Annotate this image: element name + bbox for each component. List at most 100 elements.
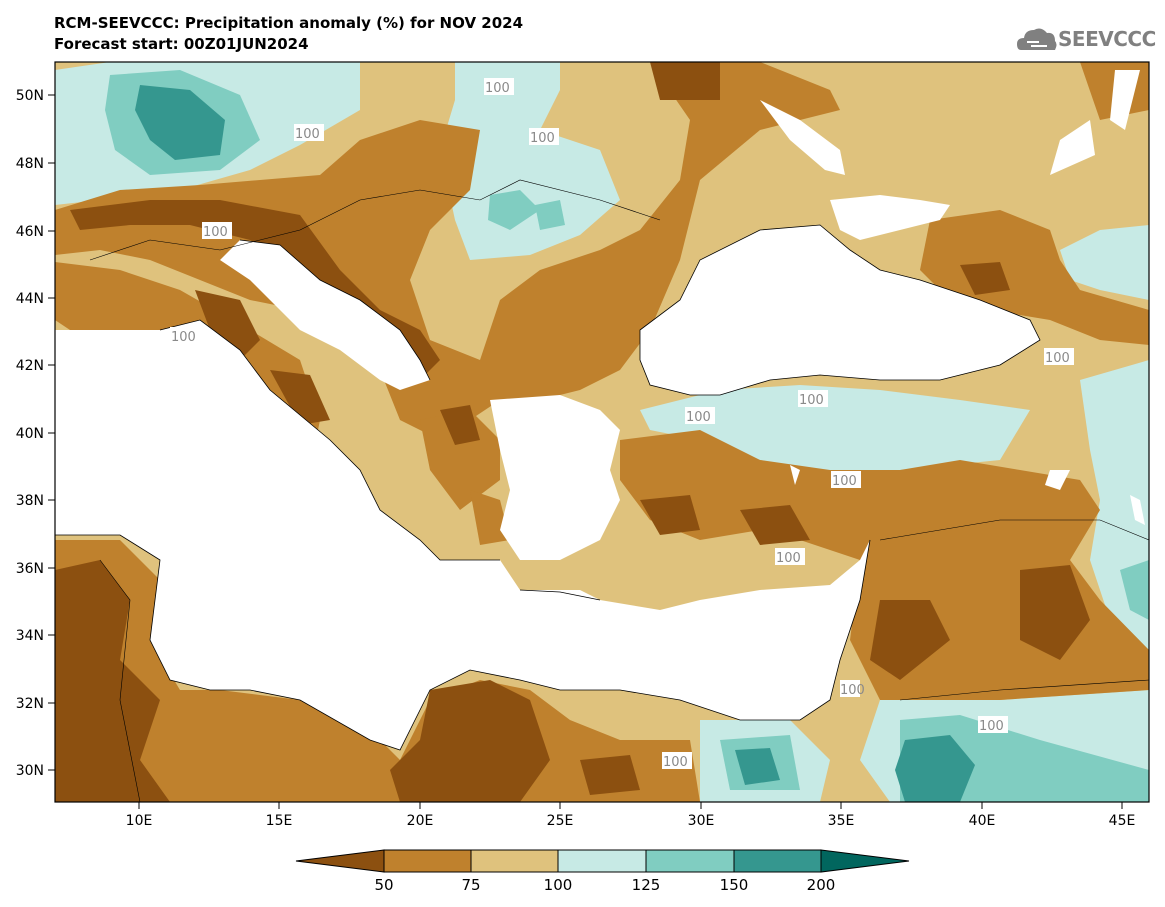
lat-label: 40N (16, 426, 44, 442)
field-darkbrown-iraq (1020, 565, 1090, 660)
logo-text: SEEVCCC (1058, 27, 1156, 51)
field-darkbrown-italy (195, 290, 260, 360)
sea-mediterranean (55, 320, 870, 750)
colorbar-tick-label: 50 (374, 876, 393, 894)
contour-label-100: 100 (171, 330, 196, 345)
coastline-black-sea (639, 224, 1041, 396)
longitude-axis: 10E 15E 20E 25E 30E 35E 40E 45E (126, 802, 1136, 829)
colorbar-ticks: 50 75 100 125 150 200 (374, 876, 835, 894)
field-brown-greece (420, 410, 500, 510)
lon-label: 30E (688, 813, 715, 829)
field-teal3-alps (135, 85, 225, 160)
field-darkbrown-anatolia-a (640, 495, 700, 535)
sea-black-sea (640, 225, 1040, 395)
contour-label-100: 100 (799, 393, 824, 408)
field-teal-caucasus (1060, 225, 1149, 300)
field-darkbrown-egypt (580, 755, 640, 795)
colorbar-segment-75-100 (470, 849, 559, 873)
field-darkbrown-algeria (55, 560, 170, 802)
lat-label: 36N (16, 561, 44, 577)
lat-label: 34N (16, 628, 44, 644)
sea-adriatic (220, 240, 430, 390)
lon-label: 25E (547, 813, 574, 829)
anomaly-field (55, 62, 1149, 802)
coastline-crete (519, 589, 601, 601)
field-darkbrown-caucasus (960, 262, 1010, 295)
border-line-b (879, 519, 1149, 541)
field-teal-hungary (440, 62, 620, 260)
field-brown-caucasus (920, 210, 1149, 345)
colorbar-segment-above-200 (820, 849, 910, 873)
contour-label-100: 100 (840, 683, 865, 698)
contour-label-100: 100 (686, 410, 711, 425)
map-title: RCM-SEEVCCC: Precipitation anomaly (%) f… (54, 14, 524, 32)
lon-label: 10E (126, 813, 153, 829)
field-darkbrown-syria (870, 600, 950, 680)
lat-label: 42N (16, 358, 44, 374)
lat-label: 50N (16, 88, 44, 104)
coastlines (55, 179, 1149, 802)
contour-label-100: 100 (663, 755, 688, 770)
contour-label-100: 100 (295, 127, 320, 142)
contour-labels: 100 100 100 100 100 100 100 100 100 100 … (170, 78, 1074, 770)
border-line-d (899, 679, 1149, 701)
lat-label: 44N (16, 291, 44, 307)
lat-label: 38N (16, 493, 44, 509)
latitude-axis: 50N 48N 46N 44N 42N 40N 38N 36N 34N 32N … (16, 88, 55, 779)
lon-label: 35E (828, 813, 855, 829)
water-lake-tuz (790, 465, 800, 485)
contour-label-100: 100 (832, 474, 857, 489)
field-brown-balkans (55, 62, 840, 440)
water-reservoir-c (1110, 70, 1140, 130)
colorbar-segment-below-50 (295, 849, 385, 873)
colorbar-segment-125-150 (645, 849, 735, 873)
border-line-c (99, 559, 141, 802)
colorbar-tick-label: 150 (720, 876, 749, 894)
field-darkbrown-adriatic (70, 200, 440, 380)
colorbar-tick-label: 75 (461, 876, 480, 894)
colorbar (295, 849, 910, 873)
field-darkbrown-libya (390, 680, 550, 802)
map-frame (54, 61, 1150, 803)
contour-label-100: 100 (485, 81, 510, 96)
lon-label: 40E (969, 813, 996, 829)
water-lake-east (1130, 495, 1145, 525)
field-teal2-hungary (488, 190, 540, 230)
contour-label-100: 100 (203, 225, 228, 240)
cloud-logo-icon (1017, 28, 1057, 50)
contour-label-100: 100 (979, 719, 1004, 734)
field-teal2-hungary-b (535, 200, 565, 230)
forecast-start-label: Forecast start: 00Z01JUN2024 (54, 35, 309, 53)
water-reservoir-a (760, 100, 845, 175)
sea-aegean (490, 395, 620, 560)
lon-label: 45E (1109, 813, 1136, 829)
lon-label: 20E (407, 813, 434, 829)
coastline-italy (159, 319, 500, 561)
contour-label-100: 100 (1045, 351, 1070, 366)
field-darkbrown-anatolia-b (740, 505, 810, 545)
colorbar-tick-label: 200 (807, 876, 836, 894)
lat-label: 30N (16, 763, 44, 779)
lon-label: 15E (266, 813, 293, 829)
colorbar-segment-100-125 (557, 849, 647, 873)
field-brown-anatolia (620, 430, 1149, 700)
water-lake-van (1045, 470, 1070, 490)
sea-azov (830, 195, 950, 240)
contour-label-100: 100 (530, 131, 555, 146)
colorbar-tick-label: 100 (544, 876, 573, 894)
contour-label-100: 100 (776, 551, 801, 566)
lat-label: 32N (16, 696, 44, 712)
colorbar-segment-150-200 (733, 849, 822, 873)
lat-label: 48N (16, 156, 44, 172)
field-darkbrown-ukraine (650, 62, 720, 100)
border-line-a (89, 179, 661, 261)
lat-label: 46N (16, 224, 44, 240)
colorbar-tick-label: 125 (632, 876, 661, 894)
field-teal3-sinai (735, 748, 780, 785)
field-teal2-east (1120, 560, 1149, 620)
colorbar-segment-50-75 (383, 849, 472, 873)
field-darkbrown-greece (440, 405, 480, 445)
coastline-adriatic (239, 239, 431, 381)
field-brown-peloponnese (470, 490, 510, 545)
